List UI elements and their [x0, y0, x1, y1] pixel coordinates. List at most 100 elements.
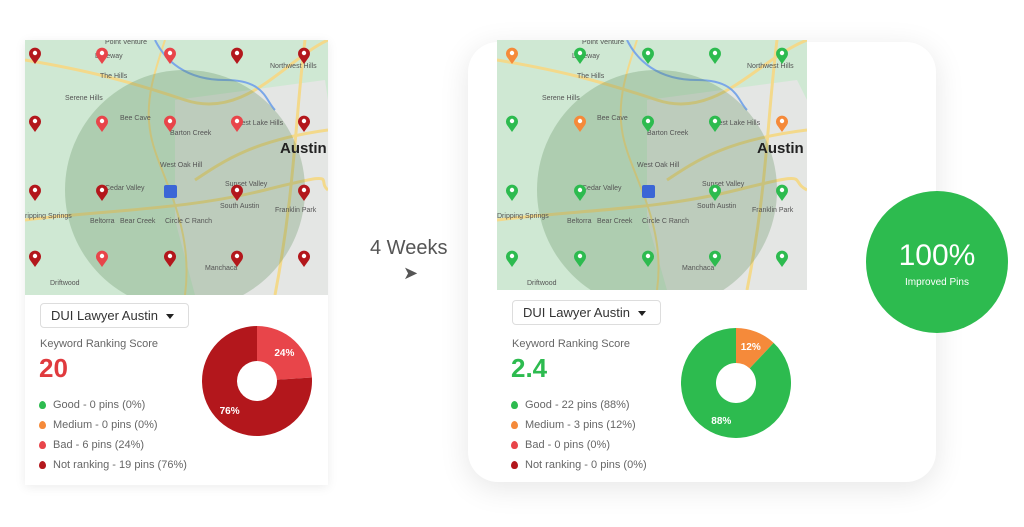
arrow-right-icon: ➤ — [403, 263, 419, 283]
business-location-icon[interactable] — [164, 185, 177, 198]
rank-pin-bad[interactable] — [96, 47, 108, 64]
map-label: Northwest Hills — [747, 63, 794, 70]
donut-slice-label: 88% — [711, 416, 731, 427]
legend-item-bad: Bad - 0 pins (0%) — [511, 435, 647, 455]
improvement-value: 100% — [898, 239, 976, 272]
map-label: Circle C Ranch — [642, 218, 689, 225]
map-label: Cedar Valley — [582, 185, 622, 192]
rank-pin-bad[interactable] — [96, 115, 108, 132]
map-label: Serene Hills — [65, 95, 103, 102]
rank-pin-good[interactable] — [574, 184, 586, 201]
map-label: Dripping Springs — [25, 213, 72, 220]
rank-pin-good[interactable] — [709, 184, 721, 201]
rank-pin-not_ranking[interactable] — [231, 47, 243, 64]
legend-item-good: Good - 22 pins (88%) — [511, 395, 647, 415]
duration-label: 4 Weeks — [370, 237, 448, 259]
legend-item-not_ranking: Not ranking - 0 pins (0%) — [511, 455, 647, 475]
legend-text: Not ranking - 19 pins (76%) — [53, 459, 187, 471]
pin-icon — [39, 401, 46, 409]
rank-pin-not_ranking[interactable] — [29, 47, 41, 64]
rank-pin-good[interactable] — [642, 250, 654, 267]
rank-pin-bad[interactable] — [164, 115, 177, 132]
rank-pin-not_ranking[interactable] — [297, 47, 310, 64]
map-label: Manchaca — [682, 265, 714, 272]
score-label: Keyword Ranking Score — [40, 338, 159, 350]
map-label: South Austin — [697, 203, 736, 210]
map-label: West Oak Hill — [160, 162, 203, 169]
caret-down-icon — [637, 311, 646, 317]
legend-text: Medium - 0 pins (0%) — [53, 419, 158, 431]
rank-pin-good[interactable] — [709, 250, 721, 267]
rank-pin-bad[interactable] — [231, 115, 243, 132]
map-label: Bear Creek — [597, 218, 633, 225]
rank-pin-not_ranking[interactable] — [29, 115, 41, 132]
pin-icon — [511, 441, 518, 449]
pin-icon — [39, 441, 46, 449]
map-label: Point Venture — [582, 40, 624, 46]
rank-pin-bad[interactable] — [164, 47, 176, 64]
map-label: Driftwood — [50, 280, 80, 287]
rank-pin-good[interactable] — [642, 115, 654, 132]
rank-pin-not_ranking[interactable] — [28, 250, 41, 267]
rank-pin-good[interactable] — [574, 47, 586, 64]
rank-pin-good[interactable] — [506, 115, 518, 132]
rank-pin-good[interactable] — [776, 184, 788, 201]
map-label: Driftwood — [527, 280, 557, 287]
business-location-icon[interactable] — [642, 185, 655, 198]
rank-pin-not_ranking[interactable] — [29, 184, 41, 201]
rank-pin-good[interactable] — [709, 47, 721, 64]
map-label: Cedar Valley — [105, 185, 145, 192]
donut-slice-not-ranking — [202, 326, 312, 436]
keyword-dropdown[interactable]: DUI Lawyer Austin — [40, 303, 189, 328]
map-label: Bear Creek — [120, 218, 156, 225]
legend-item-bad: Bad - 6 pins (24%) — [39, 435, 187, 455]
map-label: Lakeway — [572, 53, 600, 60]
rank-pin-good[interactable] — [506, 184, 518, 201]
rank-pin-not_ranking[interactable] — [298, 250, 310, 267]
map-label: South Austin — [220, 203, 259, 210]
before-card: Point Venture Lakeway The Hills Serene Hill… — [25, 40, 328, 485]
legend-text: Bad - 6 pins (24%) — [53, 439, 145, 451]
map-label: Lakeway — [95, 53, 123, 60]
pin-icon — [39, 461, 46, 469]
donut-slice-label: 24% — [274, 348, 294, 359]
rank-pin-medium[interactable] — [506, 47, 518, 64]
map-label: Bee Cave — [120, 115, 151, 122]
rank-pin-good[interactable] — [574, 250, 586, 267]
map-label: Northwest Hills — [270, 63, 317, 70]
donut-chart: 24% 76% — [202, 326, 312, 436]
map-label: Franklin Park — [752, 207, 794, 214]
rank-pin-good[interactable] — [776, 250, 788, 267]
keyword-value: DUI Lawyer Austin — [523, 305, 630, 320]
map[interactable]: Point Venture Lakeway The Hills Serene Hill… — [497, 40, 807, 290]
map-label: Austin — [280, 140, 327, 157]
legend-item-medium: Medium - 0 pins (0%) — [39, 415, 187, 435]
pin-icon — [511, 401, 518, 409]
rank-pin-good[interactable] — [776, 47, 788, 64]
after-card: Point Venture Lakeway The Hills Serene Hill… — [497, 40, 807, 480]
rank-pin-not_ranking[interactable] — [231, 184, 243, 201]
legend: Good - 22 pins (88%) Medium - 3 pins (12%… — [511, 395, 647, 475]
rank-pin-good[interactable] — [709, 115, 721, 132]
rank-pin-bad[interactable] — [96, 250, 108, 267]
rank-pin-medium[interactable] — [776, 115, 788, 132]
pin-icon — [39, 421, 46, 429]
score-value: 2.4 — [511, 353, 548, 383]
map-label: Sunset Valley — [225, 181, 268, 188]
rank-pin-not_ranking[interactable] — [231, 250, 243, 267]
map-label: West Oak Hill — [637, 162, 680, 169]
rank-pin-medium[interactable] — [574, 115, 586, 132]
pin-icon — [511, 421, 518, 429]
keyword-dropdown[interactable]: DUI Lawyer Austin — [512, 300, 661, 325]
improvement-badge: 100% Improved Pins — [866, 191, 1008, 333]
rank-pin-not_ranking[interactable] — [298, 184, 310, 201]
rank-pin-good[interactable] — [506, 250, 518, 267]
rank-pin-not_ranking[interactable] — [96, 184, 108, 201]
map-label: The Hills — [577, 73, 605, 80]
map[interactable]: Point Venture Lakeway The Hills Serene Hill… — [25, 40, 328, 295]
rank-pin-not_ranking[interactable] — [297, 115, 310, 132]
donut-slice-label: 76% — [220, 406, 240, 417]
rank-pin-good[interactable] — [642, 47, 654, 64]
map-label: Circle C Ranch — [165, 218, 212, 225]
rank-pin-not_ranking[interactable] — [164, 250, 176, 267]
